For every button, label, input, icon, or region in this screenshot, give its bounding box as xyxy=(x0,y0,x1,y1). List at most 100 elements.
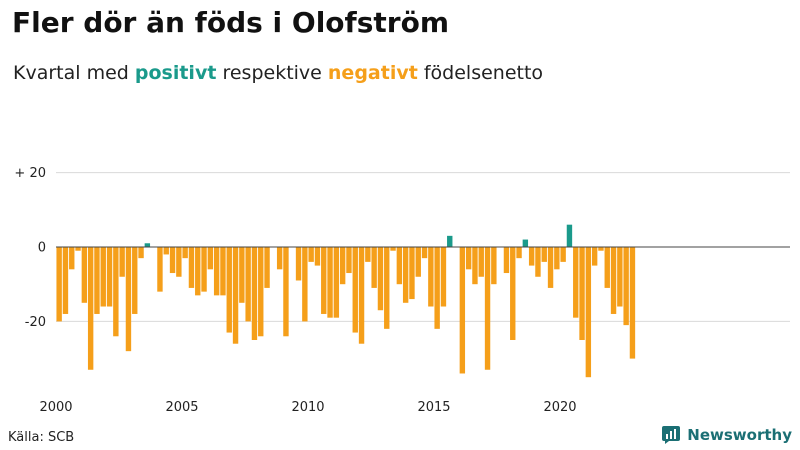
y-tick-label: + 20 xyxy=(14,166,46,181)
bar-q91 xyxy=(629,247,636,359)
bar-q22 xyxy=(195,247,201,296)
bar-q80 xyxy=(560,247,566,262)
bar-q4 xyxy=(81,247,88,303)
bar-q68 xyxy=(484,247,491,370)
chart-title: Fler dör än föds i Olofström xyxy=(12,6,449,39)
bar-q65 xyxy=(465,247,472,270)
x-tick-label: 2005 xyxy=(165,400,198,415)
bar-q17 xyxy=(163,247,169,255)
x-tick-label: 2000 xyxy=(39,400,72,415)
bar-q69 xyxy=(491,247,497,285)
bar-q84 xyxy=(585,247,592,378)
subtitle-negative: negativt xyxy=(327,62,418,84)
bar-q25 xyxy=(213,247,220,296)
bar-q2 xyxy=(69,247,75,270)
bar-q42 xyxy=(321,247,327,314)
bar-q53 xyxy=(390,247,396,251)
bar-q30 xyxy=(245,247,251,322)
bar-q40 xyxy=(308,247,314,262)
bar-q0 xyxy=(56,247,62,322)
bar-q31 xyxy=(251,247,258,340)
bar-q49 xyxy=(365,247,371,262)
bar-q85 xyxy=(591,247,598,266)
bar-q32 xyxy=(258,247,264,337)
bar-q60 xyxy=(434,247,440,329)
chart-subtitle: Kvartal med positivt respektive negativt… xyxy=(13,62,543,84)
bar-q66 xyxy=(472,247,478,285)
bar-q79 xyxy=(554,247,560,270)
bar-q87 xyxy=(604,247,610,288)
bar-q67 xyxy=(478,247,484,277)
bar-q39 xyxy=(302,247,308,322)
bar-q19 xyxy=(176,247,182,277)
bar-chart: + 20 0 -20 2000 2005 2010 2015 2020 xyxy=(14,166,790,415)
bar-q73 xyxy=(516,247,522,259)
bar-q48 xyxy=(358,247,365,344)
bar-q47 xyxy=(352,247,358,333)
bar-q52 xyxy=(384,247,390,329)
brand-name: Newsworthy xyxy=(687,426,792,444)
bar-q7 xyxy=(100,247,106,307)
bar-q82 xyxy=(573,247,579,318)
bar-q29 xyxy=(239,247,245,303)
bar-q13 xyxy=(138,247,144,259)
bar-q62 xyxy=(447,235,453,247)
bar-q33 xyxy=(264,247,270,288)
bar-q11 xyxy=(125,247,132,352)
bar-q5 xyxy=(87,247,94,370)
brand-logo: Newsworthy xyxy=(661,425,792,445)
bar-q9 xyxy=(113,247,119,337)
bar-q45 xyxy=(339,247,346,285)
bar-q88 xyxy=(610,247,617,314)
x-tick-label: 2010 xyxy=(291,400,324,415)
bar-q3 xyxy=(75,247,81,251)
bar-q21 xyxy=(188,247,195,288)
bar-q56 xyxy=(409,247,415,300)
y-tick-label: 0 xyxy=(38,241,46,256)
bar-q64 xyxy=(459,247,466,374)
bar-q89 xyxy=(617,247,623,307)
source-note: Källa: SCB xyxy=(8,430,75,445)
x-tick-label: 2020 xyxy=(543,400,576,415)
bar-q12 xyxy=(132,247,138,314)
bar-q74 xyxy=(522,239,529,247)
gridlines xyxy=(56,172,790,322)
bar-q81 xyxy=(566,224,573,247)
bar-q57 xyxy=(415,247,421,277)
bar-q6 xyxy=(94,247,100,314)
bar-q90 xyxy=(623,247,629,326)
x-tick-label: 2015 xyxy=(417,400,450,415)
bar-q1 xyxy=(62,247,69,314)
x-axis-ticks: 2000 2005 2010 2015 2020 xyxy=(39,400,576,415)
bar-q83 xyxy=(579,247,585,340)
y-axis-ticks: + 20 0 -20 xyxy=(14,166,46,330)
bar-q50 xyxy=(371,247,377,288)
bar-q76 xyxy=(535,247,541,277)
bar-q46 xyxy=(346,247,352,274)
bar-q72 xyxy=(510,247,516,340)
bar-q43 xyxy=(327,247,333,318)
bar-q41 xyxy=(314,247,321,266)
bar-q58 xyxy=(421,247,428,259)
subtitle-positive: positivt xyxy=(134,62,217,84)
bar-q54 xyxy=(396,247,403,285)
subtitle-middle: respektive xyxy=(216,62,328,84)
bar-q55 xyxy=(402,247,409,303)
bar-q24 xyxy=(207,247,214,270)
bar-q71 xyxy=(503,247,510,274)
bar-q28 xyxy=(232,247,239,344)
bar-q23 xyxy=(201,247,207,292)
bar-q44 xyxy=(333,247,340,318)
bar-q59 xyxy=(428,247,434,307)
bar-q36 xyxy=(283,247,289,337)
bar-q78 xyxy=(547,247,554,288)
bar-q61 xyxy=(440,247,447,307)
bars xyxy=(56,224,636,378)
bar-q86 xyxy=(598,247,604,251)
bar-q27 xyxy=(226,247,232,333)
subtitle-suffix: födelsenetto xyxy=(417,62,544,84)
bar-q38 xyxy=(295,247,302,281)
newsworthy-logo-icon xyxy=(662,426,681,444)
bar-q20 xyxy=(182,247,188,259)
bar-q77 xyxy=(541,247,547,262)
